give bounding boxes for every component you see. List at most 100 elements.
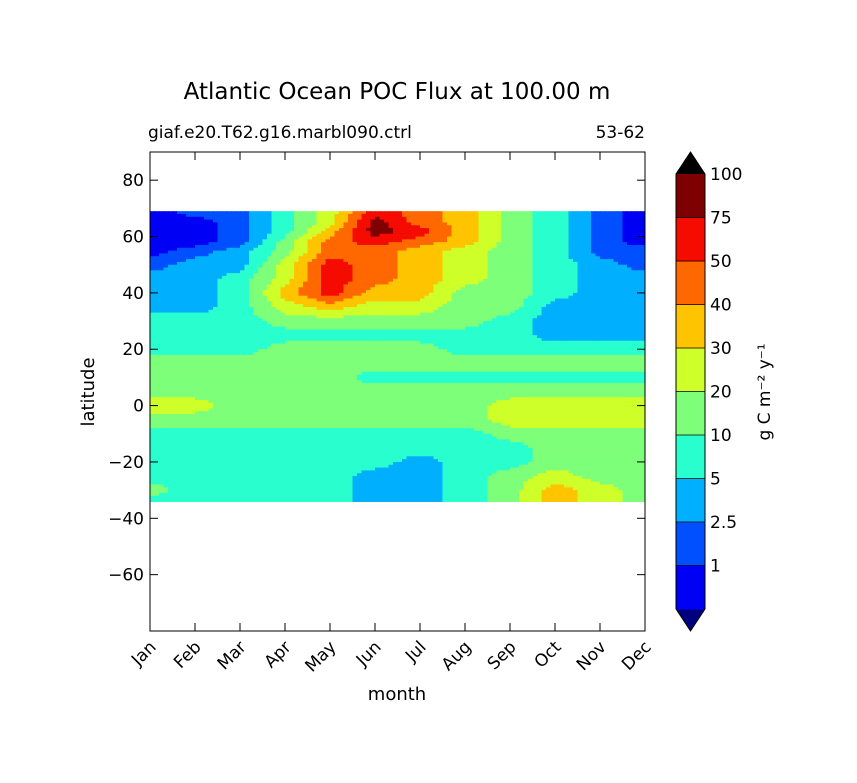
heatmap-cell (528, 236, 534, 240)
heatmap-cell (325, 216, 331, 221)
heatmap-cell (379, 298, 385, 302)
heatmap-cell (285, 216, 291, 221)
heatmap-cell (294, 228, 300, 232)
heatmap-cell (334, 216, 340, 221)
heatmap-cell (330, 225, 336, 229)
heatmap-cell (595, 222, 601, 226)
heatmap-cell (604, 225, 610, 229)
heatmap-cell (591, 222, 597, 226)
heatmap-cell (388, 290, 394, 294)
heatmap-cell (163, 259, 169, 263)
heatmap-cell (289, 290, 295, 294)
heatmap-cell (537, 264, 543, 269)
heatmap-cell (609, 290, 615, 294)
heatmap-cell (177, 270, 183, 274)
heatmap-cell (397, 225, 403, 229)
heatmap-cell (195, 236, 201, 240)
heatmap-cell (177, 259, 183, 263)
heatmap-cell (483, 225, 489, 229)
heatmap-cell (195, 261, 201, 266)
heatmap-cell (298, 301, 304, 305)
heatmap-cell (213, 233, 219, 238)
heatmap-cell (559, 250, 565, 255)
heatmap-cell (600, 292, 606, 297)
heatmap-cell (618, 222, 624, 226)
heatmap-cell (357, 256, 363, 260)
heatmap-cell (303, 225, 309, 229)
heatmap-cell (537, 284, 543, 288)
heatmap-cell (204, 253, 210, 257)
heatmap-cell (384, 244, 390, 249)
heatmap-cell (627, 284, 633, 288)
heatmap-cell (366, 222, 372, 226)
heatmap-cell (505, 256, 511, 260)
heatmap-cell (253, 284, 259, 288)
heatmap-cell (397, 247, 403, 252)
heatmap-cell (325, 228, 331, 232)
heatmap-cell (501, 233, 507, 238)
heatmap-cell (406, 239, 412, 243)
heatmap-cell (235, 228, 241, 232)
heatmap-cell (384, 247, 390, 252)
heatmap-cell (244, 253, 250, 257)
heatmap-cell (334, 230, 340, 235)
heatmap-cell (456, 284, 462, 288)
heatmap-cell (348, 278, 354, 283)
heatmap-cell (271, 230, 277, 235)
heatmap-cell (352, 273, 358, 277)
heatmap-cell (163, 239, 169, 243)
heatmap-cell (388, 253, 394, 257)
heatmap-cell (510, 278, 516, 283)
heatmap-cell (339, 247, 345, 252)
heatmap-cell (537, 295, 543, 300)
heatmap-cell (276, 267, 282, 271)
heatmap-cell (474, 290, 480, 294)
heatmap-cell (366, 213, 372, 218)
heatmap-cell (271, 253, 277, 257)
heatmap-cell (208, 295, 214, 300)
heatmap-cell (415, 230, 421, 235)
heatmap-cell (510, 281, 516, 286)
heatmap-cell (591, 225, 597, 229)
heatmap-cell (177, 284, 183, 288)
heatmap-cell (532, 242, 538, 246)
heatmap-cell (154, 213, 160, 218)
heatmap-cell (213, 239, 219, 243)
heatmap-cell (303, 219, 309, 224)
heatmap-cell (397, 264, 403, 269)
heatmap-cell (240, 264, 246, 269)
heatmap-cell (199, 292, 205, 297)
heatmap-cell (280, 290, 286, 294)
heatmap-cell (474, 284, 480, 288)
heatmap-cell (591, 281, 597, 286)
heatmap-cell (582, 225, 588, 229)
heatmap-cell (604, 270, 610, 274)
heatmap-cell (325, 281, 331, 286)
heatmap-cell (334, 222, 340, 226)
heatmap-cell (411, 273, 417, 277)
heatmap-cell (577, 273, 583, 277)
heatmap-cell (514, 287, 520, 291)
heatmap-cell (564, 230, 570, 235)
heatmap-cell (384, 256, 390, 260)
heatmap-cell (217, 219, 223, 224)
heatmap-cell (397, 222, 403, 226)
heatmap-cell (249, 295, 255, 300)
heatmap-cell (559, 225, 565, 229)
heatmap-cell (366, 216, 372, 221)
heatmap-cell (537, 253, 543, 257)
heatmap-cell (438, 236, 444, 240)
heatmap-cell (325, 275, 331, 280)
heatmap-cell (321, 278, 327, 283)
heatmap-cell (447, 211, 453, 215)
heatmap-cell (469, 244, 475, 249)
heatmap-cell (546, 261, 552, 266)
heatmap-cell (528, 264, 534, 269)
heatmap-cell (433, 287, 439, 291)
heatmap-cell (537, 230, 543, 235)
heatmap-cell (253, 273, 259, 277)
heatmap-cell (568, 290, 574, 294)
heatmap-cell (154, 267, 160, 271)
heatmap-cell (154, 292, 160, 297)
heatmap-cell (537, 290, 543, 294)
